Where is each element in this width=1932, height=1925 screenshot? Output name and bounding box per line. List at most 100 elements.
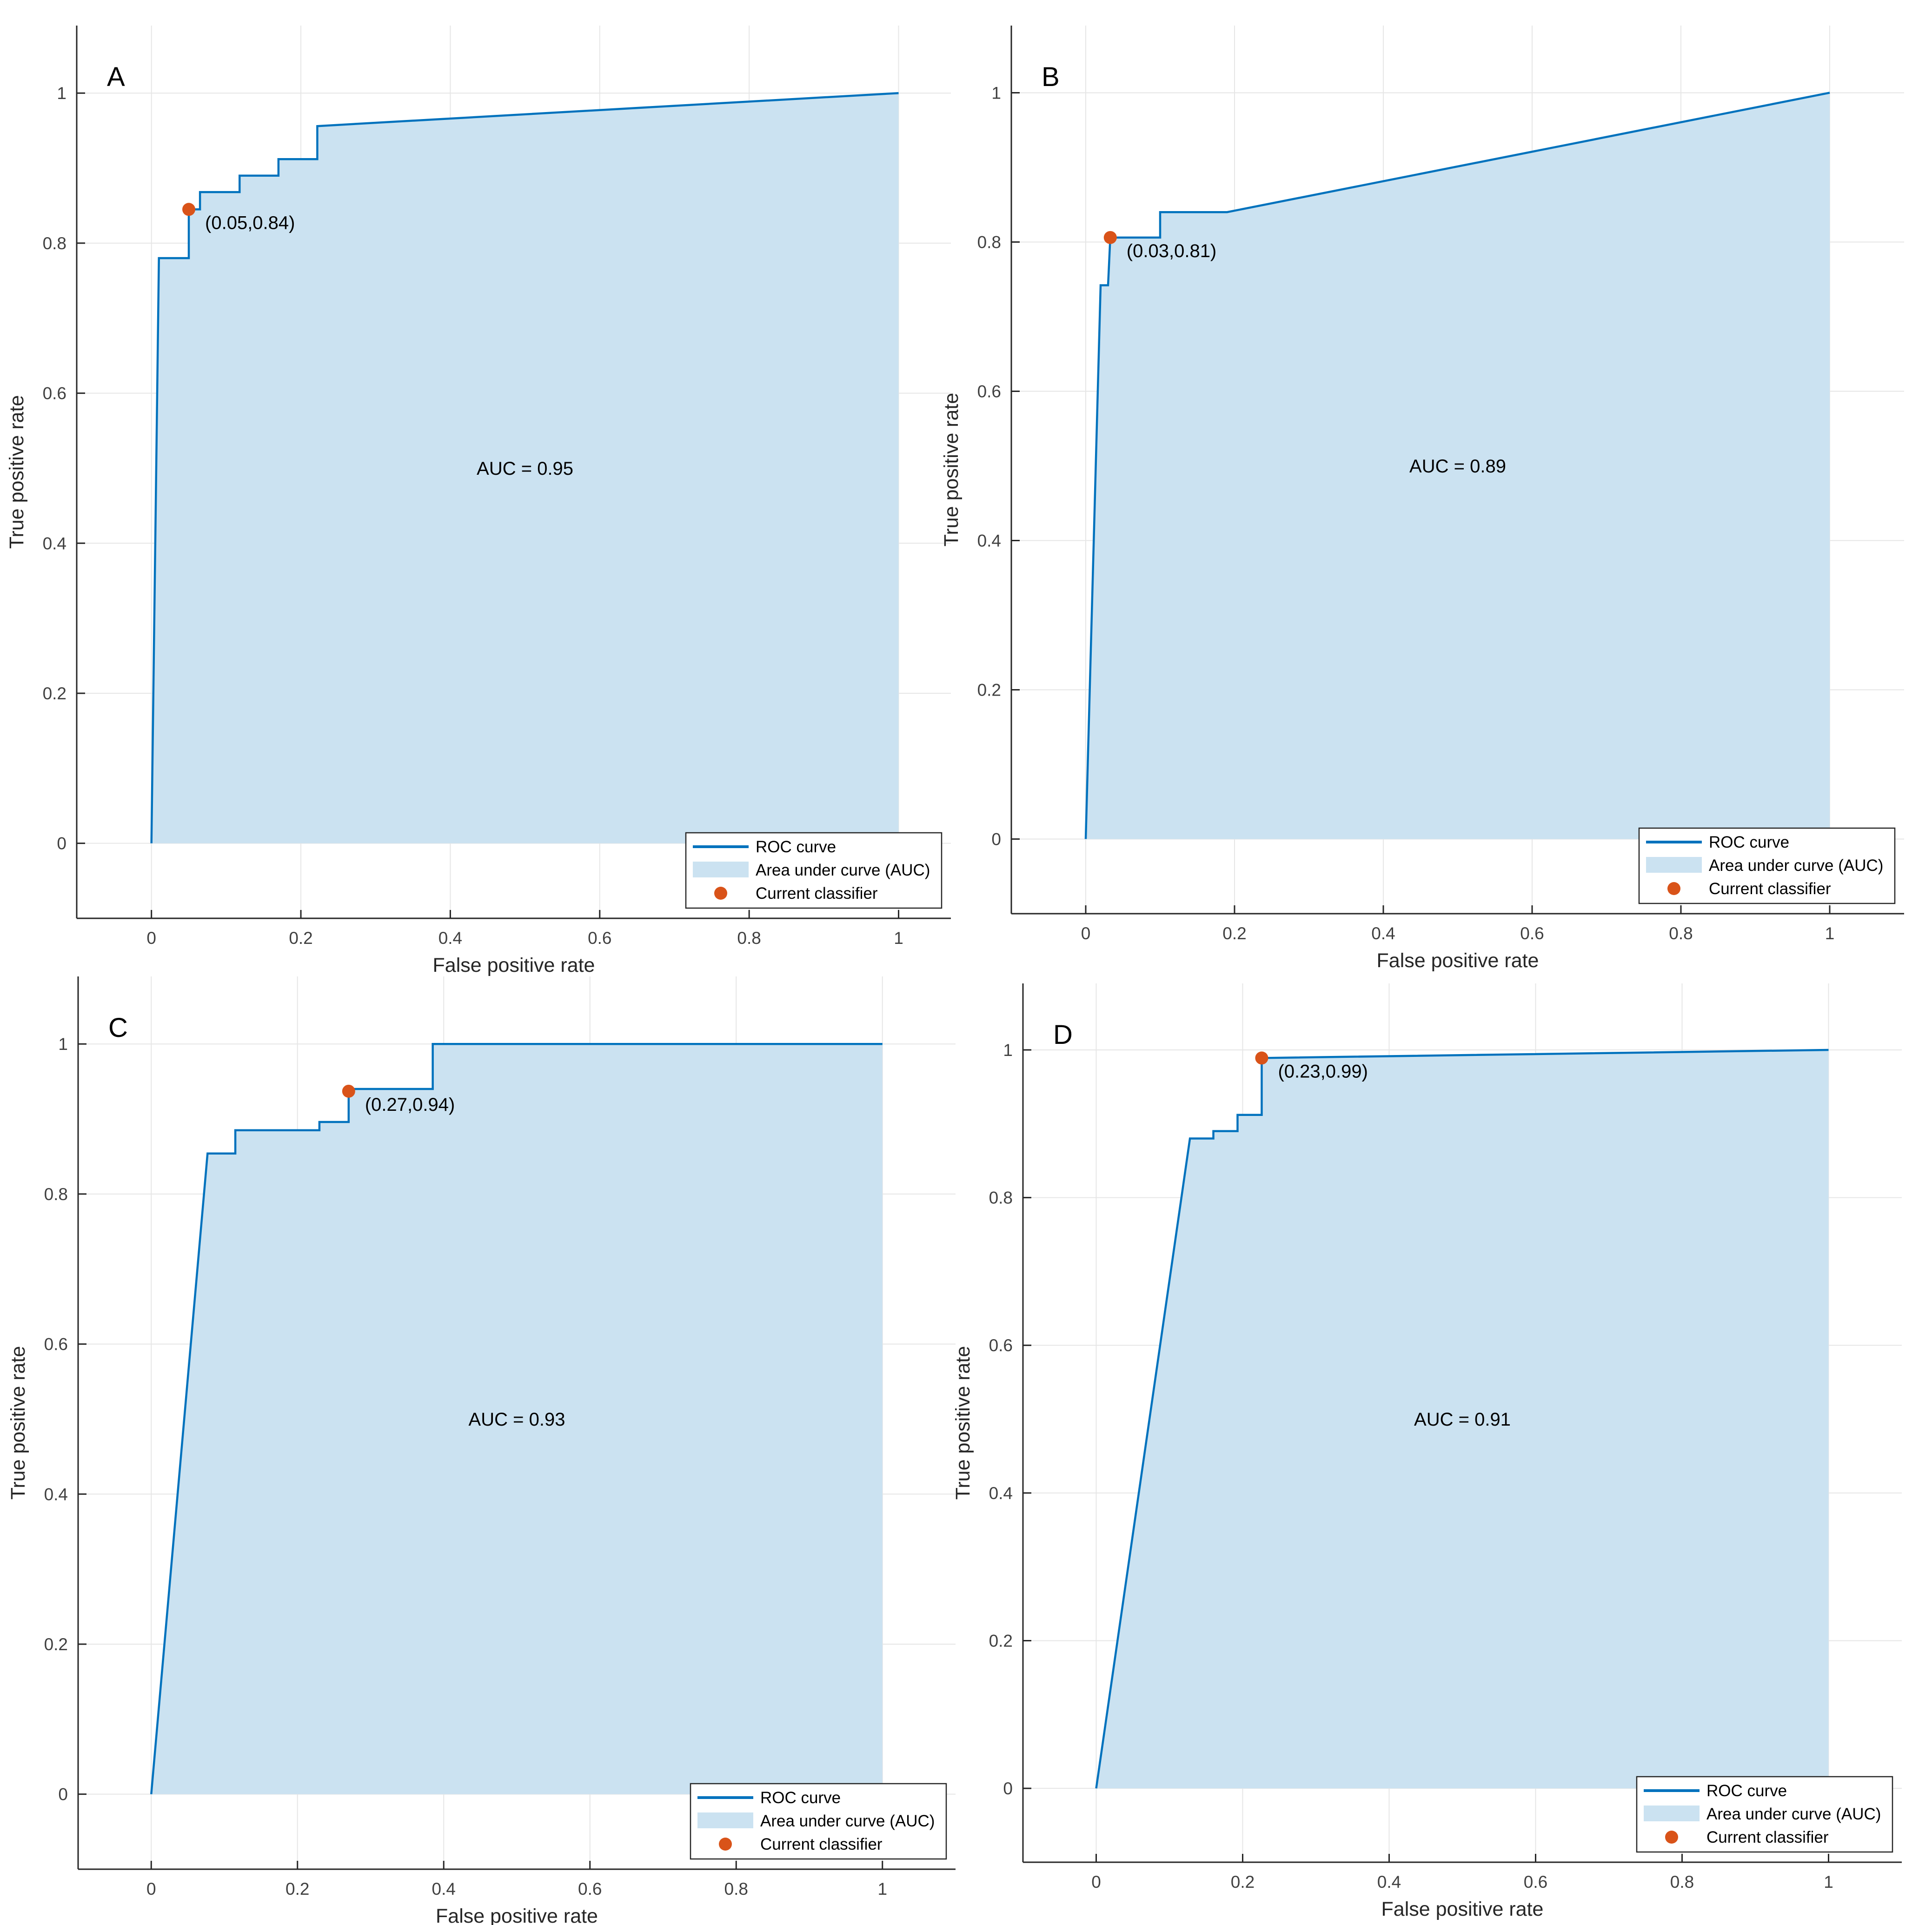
y-tick-label: 0.2 [44, 1635, 68, 1654]
x-tick-label: 1 [1824, 1872, 1833, 1892]
auc-label: AUC = 0.91 [1414, 1409, 1511, 1430]
y-tick-label: 0.8 [44, 1185, 68, 1204]
auc-area [151, 1044, 883, 1794]
y-tick-label: 0.6 [44, 1335, 68, 1354]
classifier-annotation: (0.03,0.81) [1127, 241, 1216, 261]
y-tick-label: 0.6 [989, 1336, 1013, 1355]
panel-label: D [1053, 1020, 1073, 1050]
y-tick-label: 1 [57, 84, 66, 103]
legend: ROC curve Area under curve (AUC) Current c… [1638, 827, 1896, 904]
y-axis-label: True positive rate [952, 1346, 974, 1500]
legend-swatch-auc [1646, 857, 1702, 873]
y-tick-label: 0.8 [989, 1188, 1013, 1208]
x-tick-label: 0 [1081, 924, 1091, 943]
chart-panel-d: 0 0.2 0.4 0.6 0.8 1 0 0.2 0.4 0.6 0.8 1 False positi… [952, 983, 1902, 1920]
legend-item-current-classifier: Current classifier [1709, 880, 1831, 898]
x-axis-label: False positive rate [1381, 1898, 1544, 1920]
legend-item-roc-curve: ROC curve [1709, 833, 1789, 851]
x-tick-label: 1 [894, 929, 903, 948]
x-tick-label: 0.2 [289, 929, 312, 948]
auc-area [1086, 93, 1830, 839]
legend-item-roc-curve: ROC curve [760, 1789, 841, 1807]
legend-swatch-auc [693, 862, 749, 877]
x-tick-label: 0.8 [737, 929, 761, 948]
current-classifier-point [342, 1084, 355, 1098]
legend-item-auc: Area under curve (AUC) [1706, 1805, 1881, 1823]
x-tick-label: 0.6 [1524, 1872, 1547, 1892]
x-tick-label: 0.4 [438, 929, 462, 948]
chart-panel-c: 0 0.2 0.4 0.6 0.8 1 0 0.2 0.4 0.6 0.8 1 False positi… [7, 976, 956, 1925]
legend-swatch-classifier [719, 1838, 732, 1851]
y-tick-label: 0.4 [44, 1485, 68, 1504]
y-tick-label: 1 [58, 1035, 68, 1054]
y-tick-label: 0.8 [977, 232, 1001, 252]
panel-label: A [107, 62, 125, 92]
roc-curve [1084, 92, 1830, 839]
legend-swatch-classifier [1667, 882, 1680, 895]
roc-curve [150, 1042, 883, 1794]
legend-item-current-classifier: Current classifier [1706, 1828, 1829, 1846]
y-tick-label: 0.2 [977, 680, 1001, 699]
x-tick-label: 0.8 [1669, 924, 1693, 943]
classifier-annotation: (0.23,0.99) [1278, 1061, 1368, 1082]
legend-item-current-classifier: Current classifier [760, 1835, 883, 1853]
y-axis-label: True positive rate [6, 395, 28, 549]
y-tick-label: 0.4 [977, 531, 1001, 550]
x-tick-label: 0.6 [578, 1879, 602, 1898]
y-tick-label: 0.4 [989, 1484, 1013, 1503]
auc-label: AUC = 0.93 [469, 1409, 565, 1430]
y-tick-label: 0.2 [989, 1632, 1013, 1651]
legend-swatch-auc [697, 1812, 753, 1828]
auc-area [151, 93, 899, 843]
y-tick-label: 0.4 [43, 534, 66, 553]
y-tick-label: 0.2 [43, 684, 66, 703]
classifier-annotation: (0.27,0.94) [365, 1095, 455, 1115]
x-tick-label: 0 [1091, 1872, 1101, 1892]
current-classifier-point [1103, 231, 1117, 244]
legend-item-auc: Area under curve (AUC) [1709, 856, 1883, 875]
x-tick-label: 1 [1825, 924, 1835, 943]
panel-label: B [1042, 62, 1060, 92]
x-tick-label: 0.2 [1222, 924, 1246, 943]
x-tick-label: 1 [877, 1879, 887, 1898]
x-tick-label: 0.8 [724, 1879, 748, 1898]
y-tick-label: 1 [991, 83, 1001, 102]
y-tick-label: 0.6 [977, 382, 1001, 401]
panel-label: C [108, 1013, 128, 1043]
chart-panel-b: 0 0.2 0.4 0.6 0.8 1 0 0.2 0.4 0.6 0.8 1 False positi… [940, 26, 1904, 972]
y-tick-label: 1 [1003, 1041, 1013, 1060]
roc-curve [150, 92, 899, 843]
y-tick-label: 0 [57, 834, 66, 853]
legend-swatch-classifier [1665, 1831, 1678, 1844]
legend-item-roc-curve: ROC curve [756, 838, 836, 856]
auc-area [1096, 1049, 1829, 1789]
auc-label: AUC = 0.89 [1409, 456, 1506, 477]
legend-item-current-classifier: Current classifier [756, 884, 878, 903]
legend: ROC curve Area under curve (AUC) Current c… [690, 1783, 947, 1860]
x-tick-label: 0 [146, 1879, 156, 1898]
x-tick-label: 0.2 [1231, 1872, 1255, 1892]
legend-item-auc: Area under curve (AUC) [756, 861, 930, 879]
x-tick-label: 0.4 [432, 1879, 456, 1898]
legend-item-roc-curve: ROC curve [1706, 1782, 1787, 1800]
y-tick-label: 0.8 [43, 234, 66, 253]
roc-curve [1095, 1049, 1829, 1789]
x-tick-label: 0.2 [285, 1879, 309, 1898]
y-axis-label: True positive rate [7, 1346, 29, 1500]
x-tick-label: 0 [146, 929, 156, 948]
legend-swatch-classifier [714, 887, 727, 900]
y-tick-label: 0.6 [43, 384, 66, 403]
x-axis-label: False positive rate [433, 954, 595, 976]
x-tick-label: 0.4 [1377, 1872, 1401, 1892]
x-tick-label: 0.4 [1371, 924, 1395, 943]
x-tick-label: 0.8 [1670, 1872, 1694, 1892]
classifier-annotation: (0.05,0.84) [205, 212, 295, 233]
x-axis-label: False positive rate [1377, 949, 1539, 972]
legend: ROC curve Area under curve (AUC) Current c… [1636, 1776, 1893, 1853]
x-axis-label: False positive rate [436, 1905, 598, 1925]
y-tick-label: 0 [991, 830, 1001, 849]
legend: ROC curve Area under curve (AUC) Current c… [685, 832, 943, 909]
current-classifier-point [1255, 1051, 1268, 1065]
x-tick-label: 0.6 [1520, 924, 1544, 943]
legend-item-auc: Area under curve (AUC) [760, 1812, 935, 1830]
